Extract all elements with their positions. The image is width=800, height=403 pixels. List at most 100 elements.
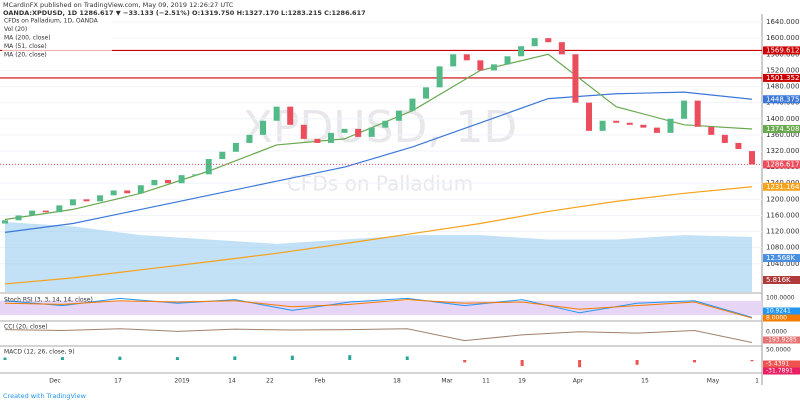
value-tag: [763, 314, 800, 322]
y-tick-label: 1600.000: [766, 34, 799, 42]
macd-bar: [290, 355, 294, 360]
candle: [518, 46, 525, 57]
price-tag-label: 1448.375: [766, 95, 799, 103]
candle: [69, 199, 76, 206]
candle: [572, 54, 579, 103]
y-tick-label: 1400.000: [766, 115, 799, 123]
price-tag-label: 5.816K: [766, 276, 791, 284]
candle: [29, 210, 36, 216]
candle: [327, 132, 334, 143]
candle: [368, 127, 375, 137]
candle: [192, 174, 199, 176]
candle: [42, 210, 49, 213]
candle: [423, 87, 430, 99]
price-tag-label: 1286.617: [766, 160, 799, 168]
legend-entry: MA (200, close): [4, 35, 51, 42]
moving-average: [4, 91, 753, 233]
symbol-line: OANDA:XPDUSD, 1D 1286.617 ▼ −33.133 (−2.…: [3, 9, 366, 17]
candle: [708, 126, 715, 135]
x-tick-label: 14: [228, 378, 236, 385]
x-tick-label: 11: [482, 378, 490, 385]
macd-bar: [463, 360, 467, 363]
candle: [151, 179, 158, 186]
price-tag: [763, 46, 800, 55]
price-tag-label: 1501.352: [766, 74, 799, 82]
legend-entry: MA (51, close): [4, 43, 47, 50]
price-tag-label: 1231.164: [766, 183, 800, 191]
x-tick-label: 22: [266, 378, 274, 385]
candle: [164, 179, 171, 184]
candle: [681, 100, 688, 119]
candle: [260, 120, 267, 135]
value-tag: [763, 294, 800, 302]
value-tag: [763, 360, 800, 368]
main-pane: [0, 21, 762, 292]
candle: [558, 42, 565, 55]
price-tag: [763, 95, 800, 104]
candle: [450, 54, 457, 67]
x-tick-label: 19: [518, 378, 526, 385]
y-tick-label: 1040.000: [766, 260, 799, 268]
candle: [586, 102, 593, 131]
candle: [640, 124, 647, 128]
candle: [749, 151, 755, 165]
candle: [409, 98, 416, 111]
x-tick-label: Mar: [441, 378, 453, 385]
y-tick-label: 1160.000: [766, 211, 799, 219]
candle: [2, 220, 8, 224]
y-tick-label: 1480.000: [766, 83, 799, 91]
value-tag-label: 10.9241: [766, 308, 791, 315]
candle: [545, 38, 552, 43]
candle: [355, 128, 362, 137]
candle: [341, 128, 348, 133]
x-tick-label: 18: [393, 378, 401, 385]
candle: [735, 142, 742, 149]
candle: [436, 66, 443, 88]
macd-bar: [578, 360, 582, 368]
cci-line: [4, 328, 753, 344]
moving-average: [4, 53, 753, 221]
candle: [137, 185, 144, 194]
price-tag: [763, 73, 800, 82]
x-tick-label: 1: [755, 378, 759, 385]
macd-bar: [520, 360, 524, 366]
legend-entry: Vol (20): [4, 26, 27, 33]
price-tag-label: 12.568K: [766, 254, 795, 262]
value-tag-label: -193.9285: [766, 337, 797, 344]
pane-title: CCI (20, close): [4, 324, 48, 331]
candle: [531, 38, 538, 47]
y-tick-label: 1360.000: [766, 131, 799, 139]
x-tick-label: Apr: [573, 378, 584, 385]
value-tag-label: 50.0000: [766, 347, 791, 354]
candle: [613, 120, 620, 123]
legend-entry: MA (20, close): [4, 52, 47, 59]
price-tag: [763, 254, 800, 262]
stoch-band: [0, 300, 762, 316]
macd-bar: [3, 357, 7, 360]
candle: [599, 120, 606, 131]
x-tick-label: 17: [114, 378, 122, 385]
value-tag: [763, 346, 800, 354]
candle: [653, 127, 660, 133]
value-tag-label: -31.7891: [766, 368, 793, 375]
candle: [83, 199, 90, 202]
candle: [463, 54, 470, 61]
x-tick-label: 15: [641, 378, 649, 385]
candle: [504, 56, 511, 65]
value-tag-label: 0.0000: [766, 329, 787, 336]
candle: [694, 100, 701, 127]
price-tag-label: 1374.508: [766, 125, 799, 133]
stoch-d: [4, 299, 753, 319]
candle: [667, 118, 674, 133]
candle: [110, 190, 117, 196]
value-tag-label: 100.0000: [766, 295, 795, 302]
candle: [490, 64, 497, 71]
price-tag: [763, 125, 800, 134]
y-tick-label: 1120.000: [766, 228, 799, 236]
macd-bar: [175, 357, 179, 360]
macd-bar: [60, 357, 64, 360]
candle: [246, 134, 253, 143]
value-tag-label: 8.0000: [766, 315, 787, 322]
